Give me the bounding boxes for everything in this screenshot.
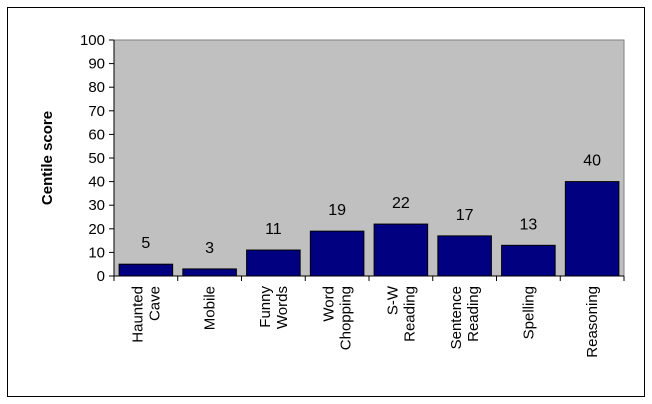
plot-area <box>113 39 625 277</box>
y-tick-label: 70 <box>88 103 105 120</box>
x-tick-label-line: Chopping <box>338 286 355 350</box>
y-tick-label: 40 <box>88 174 105 191</box>
bar <box>501 244 556 277</box>
bar <box>373 223 429 277</box>
data-label: 11 <box>265 221 282 238</box>
y-tick-label: 10 <box>88 244 105 261</box>
bar <box>564 181 620 277</box>
y-axis: 0 10 20 30 40 50 60 70 80 90 100 <box>80 32 624 285</box>
x-tick-label-line: Reading <box>401 286 418 342</box>
x-tick-label: Reasoning <box>584 286 601 358</box>
x-tick-label: Funny Words <box>257 286 291 330</box>
data-labels: 5 3 11 19 22 17 13 40 <box>141 153 601 257</box>
x-tick-label: Mobile <box>202 286 219 330</box>
x-tick-label-line: Word <box>321 286 338 322</box>
data-label: 13 <box>519 216 537 233</box>
x-tick-label-line: S-W <box>384 285 401 315</box>
x-tick-label-line: Funny <box>257 286 274 328</box>
bar <box>309 230 365 277</box>
data-label: 22 <box>392 195 410 212</box>
bars <box>118 181 620 277</box>
y-tick-label: 20 <box>88 221 105 238</box>
data-label: 5 <box>141 235 150 252</box>
y-tick-label: 90 <box>88 56 105 73</box>
x-tick-label-line: Haunted <box>129 286 146 343</box>
x-tick-label-line: Reading <box>465 286 482 342</box>
bar <box>182 268 237 277</box>
y-tick-label: 50 <box>88 150 105 167</box>
x-axis: Haunted Cave Mobile Funny Words Word Chopping S… <box>113 276 625 358</box>
x-tick-label: Word Chopping <box>321 286 355 350</box>
x-tick-label: Sentence Reading <box>448 286 482 349</box>
bar-chart: 0 10 20 30 40 50 60 70 80 90 100 5 3 11 19 22 17 13 40 Ha… <box>39 32 625 358</box>
x-tick-label: Spelling <box>520 286 537 339</box>
x-tick-label: S-W Reading <box>384 285 418 342</box>
y-axis-title: Centile score <box>39 111 56 205</box>
data-label: 17 <box>456 207 474 224</box>
bar <box>118 263 174 277</box>
data-label: 19 <box>328 202 346 219</box>
bar <box>246 249 301 277</box>
y-tick-label: 0 <box>97 268 105 285</box>
x-tick-label-line: Cave <box>146 286 163 321</box>
y-tick-label: 30 <box>88 197 105 214</box>
x-tick-label: Haunted Cave <box>129 286 163 343</box>
y-tick-label: 80 <box>88 79 105 96</box>
x-tick-label-line: Reasoning <box>584 286 601 358</box>
data-label: 40 <box>583 153 601 170</box>
x-tick-label-line: Words <box>274 286 291 329</box>
x-tick-label-line: Spelling <box>520 286 537 339</box>
y-tick-label: 100 <box>80 32 105 49</box>
y-tick-label: 60 <box>88 126 105 143</box>
bar <box>437 235 492 277</box>
data-label: 3 <box>205 240 214 257</box>
x-tick-label-line: Sentence <box>448 286 465 349</box>
x-tick-label-line: Mobile <box>202 286 219 330</box>
chart-frame: 0 10 20 30 40 50 60 70 80 90 100 5 3 11 19 22 17 13 40 Ha… <box>7 7 645 397</box>
